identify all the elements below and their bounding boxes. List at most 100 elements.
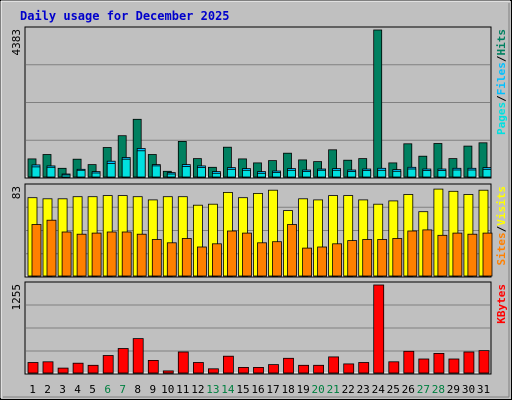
bar-pages-day-22 [347, 171, 357, 178]
bar-kbytes-day-23 [358, 362, 370, 374]
bar-sites-day-18 [287, 224, 297, 277]
bar-kbytes-day-19 [298, 364, 310, 374]
day-label-23: 23 [357, 383, 370, 396]
day-label-29: 29 [447, 383, 460, 396]
bar-pages-day-26 [407, 168, 417, 178]
bar-kbytes-day-11 [177, 351, 189, 374]
day-label-15: 15 [236, 383, 249, 396]
bar-sites-day-16 [257, 242, 267, 277]
bar-sites-day-31 [482, 232, 493, 277]
legend-visits-sites: Sites/Visits [495, 186, 508, 266]
bar-kbytes-day-14 [222, 355, 234, 374]
bar-kbytes-day-17 [268, 364, 279, 374]
bar-sites-day-2 [46, 219, 57, 277]
bar-sites-day-17 [272, 241, 282, 277]
scale-label-kbytes: 1255 [10, 284, 23, 311]
bar-sites-day-30 [467, 233, 478, 277]
day-label-31: 31 [477, 383, 490, 396]
bar-sites-day-14 [226, 230, 237, 277]
day-label-8: 8 [134, 383, 141, 396]
bar-sites-day-25 [392, 238, 403, 277]
legend-label-sites: Sites [495, 232, 508, 265]
bar-kbytes-day-22 [343, 363, 355, 374]
day-label-16: 16 [251, 383, 264, 396]
day-label-18: 18 [281, 383, 294, 396]
day-label-30: 30 [462, 383, 475, 396]
bar-kbytes-day-9 [147, 359, 159, 374]
bar-kbytes-day-18 [283, 357, 294, 374]
bar-kbytes-day-3 [57, 367, 69, 374]
bar-pages-day-5 [91, 172, 101, 178]
bar-kbytes-day-24 [373, 284, 385, 374]
bar-sites-day-20 [317, 246, 328, 277]
legend-kbytes: KBytes [495, 284, 508, 324]
bar-pages-day-24 [377, 169, 387, 178]
legend-label-pages: Pages [495, 102, 508, 135]
bar-pages-day-11 [181, 166, 191, 178]
scale-label-visits-sites: 83 [10, 186, 23, 199]
day-label-19: 19 [296, 383, 309, 396]
bar-pages-day-30 [467, 169, 477, 178]
bar-pages-day-23 [362, 170, 372, 178]
bar-pages-day-18 [287, 169, 296, 178]
bar-kbytes-day-20 [313, 364, 325, 374]
bar-sites-day-12 [196, 246, 207, 277]
day-label-3: 3 [59, 383, 66, 396]
bar-kbytes-day-30 [463, 351, 475, 374]
bar-pages-day-9 [151, 165, 161, 178]
bar-pages-day-17 [272, 172, 281, 178]
day-label-5: 5 [89, 383, 96, 396]
bar-sites-day-7 [121, 231, 132, 277]
bar-sites-day-1 [31, 224, 42, 277]
bar-pages-day-13 [211, 172, 221, 178]
bar-pages-day-12 [196, 167, 206, 178]
bar-sites-day-29 [452, 232, 463, 277]
day-label-10: 10 [161, 383, 174, 396]
bar-pages-day-10 [166, 173, 176, 178]
bar-pages-day-27 [422, 170, 432, 178]
legend-hits-files-pages: Pages/Files/Hits [495, 29, 508, 135]
bar-pages-day-28 [437, 170, 447, 178]
bar-sites-day-22 [347, 240, 358, 277]
bar-sites-day-27 [422, 229, 433, 277]
bar-pages-day-8 [136, 150, 146, 178]
bar-pages-day-6 [106, 163, 116, 178]
bar-kbytes-day-7 [117, 348, 129, 374]
bar-kbytes-day-6 [102, 355, 114, 374]
bar-sites-day-10 [166, 242, 177, 277]
bar-kbytes-day-2 [42, 361, 54, 374]
bar-pages-day-3 [61, 174, 71, 178]
legend-label-kbytes: KBytes [495, 284, 508, 324]
day-label-9: 9 [149, 383, 156, 396]
day-label-21: 21 [327, 383, 340, 396]
bar-sites-day-23 [362, 239, 373, 277]
legend-separator: / [495, 225, 508, 232]
bar-pages-day-7 [121, 158, 131, 178]
bar-kbytes-day-21 [328, 356, 340, 374]
day-label-28: 28 [432, 383, 445, 396]
bar-sites-day-6 [106, 231, 117, 277]
bar-kbytes-day-8 [132, 338, 144, 374]
bar-sites-day-21 [332, 243, 343, 277]
bar-kbytes-day-26 [403, 350, 415, 374]
bar-kbytes-day-25 [388, 361, 400, 374]
bar-kbytes-day-12 [192, 362, 204, 374]
bar-pages-day-4 [76, 169, 86, 178]
bar-pages-day-15 [242, 169, 251, 178]
bar-pages-day-31 [482, 168, 492, 178]
legend-label-hits: Hits [495, 29, 508, 56]
day-label-6: 6 [104, 383, 111, 396]
day-label-14: 14 [221, 383, 235, 396]
bar-sites-day-5 [91, 232, 102, 277]
day-label-20: 20 [311, 383, 324, 396]
bar-sites-day-3 [61, 231, 72, 277]
panel-kbytes: 1255 KBytes [10, 281, 508, 375]
bar-kbytes-day-15 [238, 366, 249, 374]
bar-pages-day-1 [31, 166, 41, 178]
bar-sites-day-28 [437, 234, 448, 277]
day-label-4: 4 [74, 383, 81, 396]
panel-visits-sites: 83 Sites/Visits [10, 183, 508, 278]
bar-pages-day-16 [257, 172, 266, 178]
